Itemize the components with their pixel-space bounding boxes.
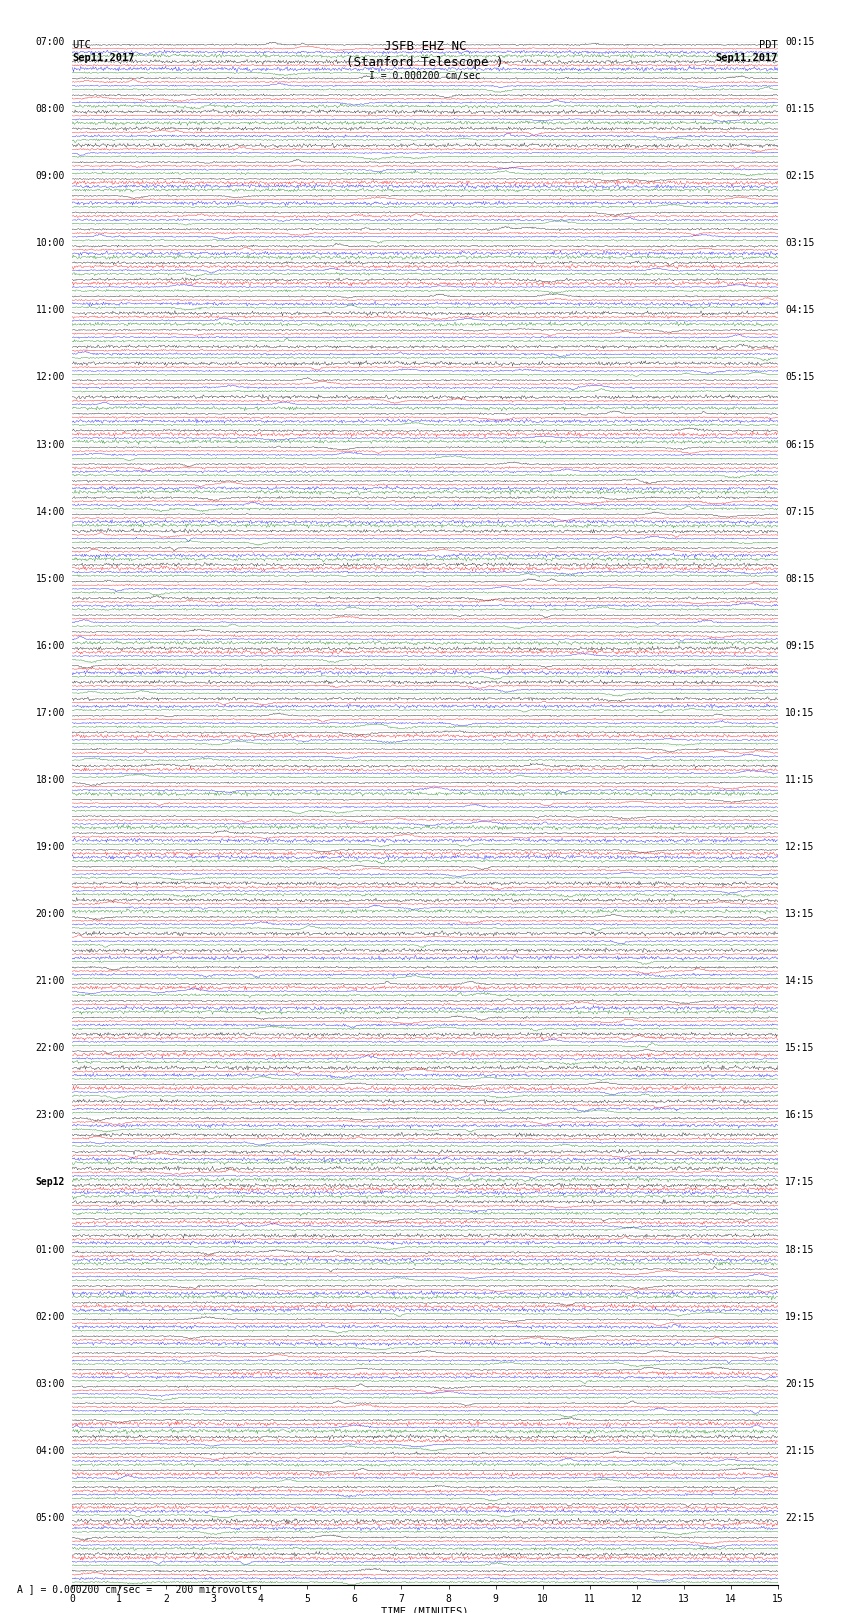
Text: Sep11,2017: Sep11,2017 [72, 53, 134, 63]
Text: 03:15: 03:15 [785, 239, 814, 248]
Text: 04:15: 04:15 [785, 305, 814, 316]
Text: 17:15: 17:15 [785, 1177, 814, 1187]
Text: 04:00: 04:00 [36, 1445, 65, 1457]
Text: 07:00: 07:00 [36, 37, 65, 47]
Text: 20:00: 20:00 [36, 910, 65, 919]
Text: 13:15: 13:15 [785, 910, 814, 919]
Text: 01:15: 01:15 [785, 105, 814, 115]
Text: 11:15: 11:15 [785, 774, 814, 786]
Text: 02:15: 02:15 [785, 171, 814, 181]
Text: PDT: PDT [759, 40, 778, 50]
Text: 15:15: 15:15 [785, 1044, 814, 1053]
Text: 16:00: 16:00 [36, 640, 65, 650]
Text: 10:15: 10:15 [785, 708, 814, 718]
Text: UTC: UTC [72, 40, 91, 50]
Text: 14:15: 14:15 [785, 976, 814, 986]
Text: Sep12: Sep12 [36, 1177, 65, 1187]
Text: 05:00: 05:00 [36, 1513, 65, 1523]
Text: 18:00: 18:00 [36, 774, 65, 786]
Text: 19:00: 19:00 [36, 842, 65, 852]
Text: 12:15: 12:15 [785, 842, 814, 852]
Text: 22:00: 22:00 [36, 1044, 65, 1053]
Text: 22:15: 22:15 [785, 1513, 814, 1523]
Text: 01:00: 01:00 [36, 1245, 65, 1255]
Text: 20:15: 20:15 [785, 1379, 814, 1389]
Text: 21:15: 21:15 [785, 1445, 814, 1457]
Text: 06:15: 06:15 [785, 439, 814, 450]
Text: 15:00: 15:00 [36, 574, 65, 584]
Text: 00:15: 00:15 [785, 37, 814, 47]
Text: 08:00: 08:00 [36, 105, 65, 115]
Text: 02:00: 02:00 [36, 1311, 65, 1321]
Text: 16:15: 16:15 [785, 1110, 814, 1121]
Text: 14:00: 14:00 [36, 506, 65, 516]
Text: 08:15: 08:15 [785, 574, 814, 584]
Text: (Stanford Telescope ): (Stanford Telescope ) [346, 56, 504, 69]
Text: I = 0.000200 cm/sec: I = 0.000200 cm/sec [369, 71, 481, 81]
Text: Sep11,2017: Sep11,2017 [716, 53, 778, 63]
Text: A ] = 0.000200 cm/sec =    200 microvolts: A ] = 0.000200 cm/sec = 200 microvolts [17, 1584, 258, 1594]
Text: JSFB EHZ NC: JSFB EHZ NC [383, 40, 467, 53]
Text: 09:00: 09:00 [36, 171, 65, 181]
Text: 05:15: 05:15 [785, 373, 814, 382]
Text: 19:15: 19:15 [785, 1311, 814, 1321]
Text: 21:00: 21:00 [36, 976, 65, 986]
Text: 13:00: 13:00 [36, 439, 65, 450]
Text: 17:00: 17:00 [36, 708, 65, 718]
X-axis label: TIME (MINUTES): TIME (MINUTES) [382, 1607, 468, 1613]
Text: 18:15: 18:15 [785, 1245, 814, 1255]
Text: 23:00: 23:00 [36, 1110, 65, 1121]
Text: 09:15: 09:15 [785, 640, 814, 650]
Text: 12:00: 12:00 [36, 373, 65, 382]
Text: 07:15: 07:15 [785, 506, 814, 516]
Text: 10:00: 10:00 [36, 239, 65, 248]
Text: 11:00: 11:00 [36, 305, 65, 316]
Text: 03:00: 03:00 [36, 1379, 65, 1389]
